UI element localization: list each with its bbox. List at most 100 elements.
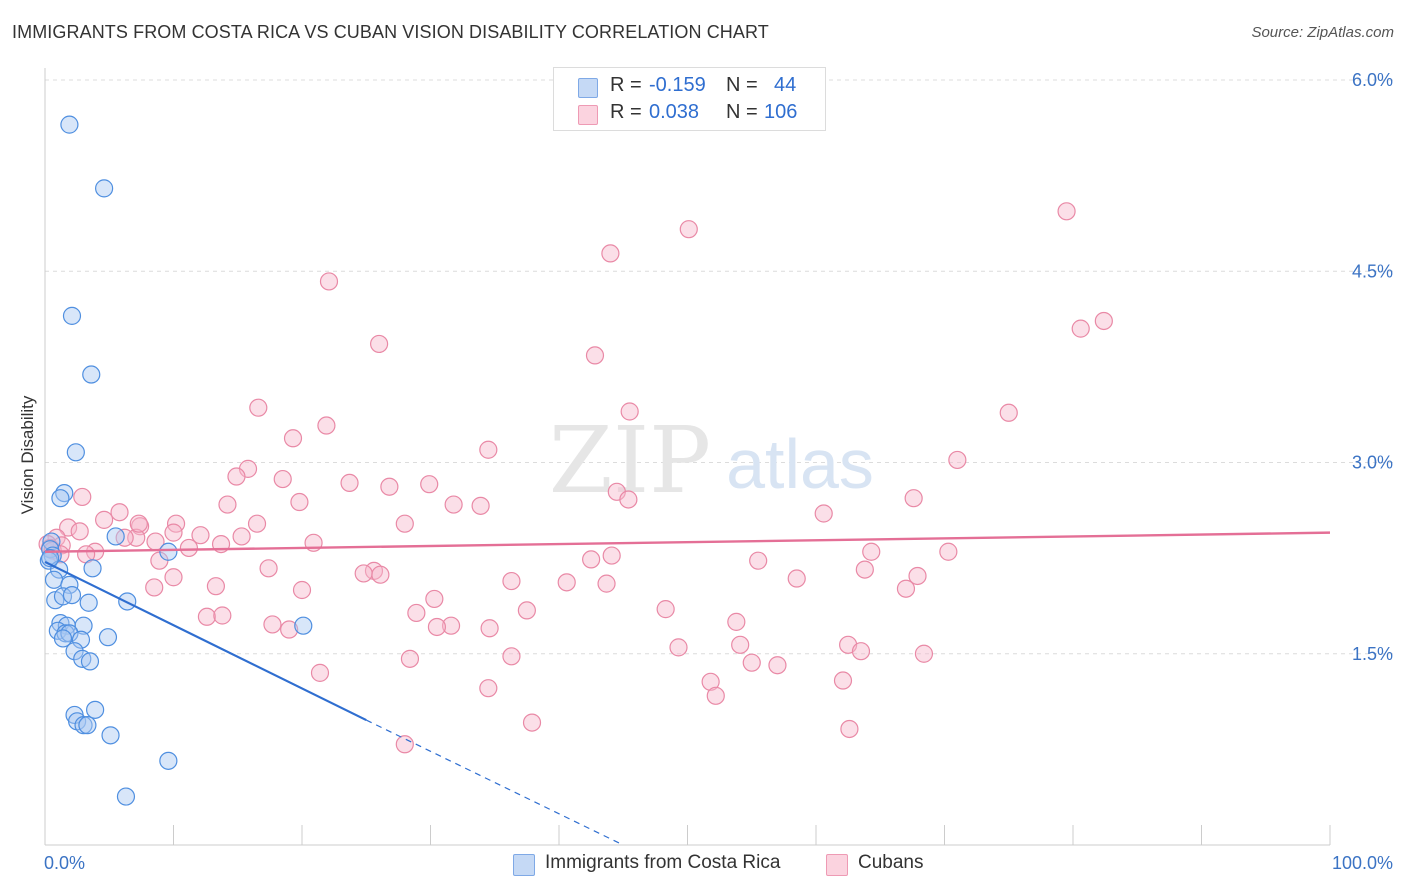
point-costa-rica — [159, 542, 178, 561]
legend-r-label: R = — [610, 74, 642, 96]
trend-line-costa-rica — [44, 560, 367, 722]
legend-swatch-blue — [578, 78, 598, 98]
point-cubans — [247, 514, 267, 533]
point-cubans — [585, 346, 605, 365]
point-cubans — [427, 617, 447, 637]
point-costa-rica — [80, 652, 100, 671]
point-cubans — [620, 402, 639, 421]
point-costa-rica — [78, 716, 97, 735]
point-cubans — [197, 607, 217, 626]
point-costa-rica — [66, 443, 85, 462]
point-cubans — [395, 514, 414, 533]
point-cubans — [319, 272, 339, 291]
watermark-zip: ZIP — [549, 407, 711, 514]
source-note: Source: ZipAtlas.com — [1251, 24, 1394, 41]
point-cubans — [317, 416, 336, 435]
point-cubans — [999, 403, 1018, 422]
legend-n-value: 106 — [764, 101, 798, 123]
point-cubans — [263, 615, 282, 634]
point-cubans — [227, 467, 246, 486]
point-cubans — [601, 244, 620, 263]
point-costa-rica — [98, 628, 118, 647]
point-cubans — [908, 566, 927, 586]
point-cubans — [191, 526, 210, 545]
point-cubans — [851, 642, 871, 661]
legend-n-label: N = — [726, 101, 758, 123]
point-costa-rica — [60, 115, 79, 134]
point-cubans — [914, 644, 934, 663]
point-cubans — [502, 571, 521, 591]
y-tick-label: 6.0% — [1352, 70, 1393, 90]
point-cubans — [249, 398, 268, 417]
point-cubans — [557, 573, 576, 592]
point-cubans — [768, 656, 787, 675]
point-costa-rica — [56, 624, 75, 643]
point-costa-rica — [65, 642, 84, 661]
point-cubans — [619, 490, 638, 509]
point-costa-rica — [86, 700, 105, 719]
point-costa-rica — [44, 570, 64, 589]
point-cubans — [896, 579, 916, 598]
point-cubans — [787, 569, 806, 588]
point-cubans — [420, 475, 439, 494]
point-costa-rica — [53, 629, 73, 648]
point-costa-rica — [116, 787, 136, 806]
point-costa-rica — [294, 616, 313, 635]
point-cubans — [259, 559, 278, 578]
legend-row-cubans: R = 0.038 N = 106 — [554, 101, 825, 127]
point-costa-rica — [95, 179, 114, 198]
point-cubans — [742, 653, 761, 672]
trend-line-cubans — [44, 531, 1331, 553]
point-cubans — [1057, 202, 1076, 221]
legend-r-value: -0.159 — [649, 74, 706, 96]
x-tick-label: 100.0% — [1332, 853, 1393, 873]
legend-label: Immigrants from Costa Rica — [545, 852, 781, 873]
x-tick-label: 0.0% — [44, 853, 85, 873]
point-costa-rica — [51, 489, 70, 508]
point-costa-rica — [62, 585, 82, 605]
point-costa-rica — [82, 365, 101, 384]
point-cubans — [727, 612, 746, 631]
point-costa-rica — [71, 630, 91, 649]
point-cubans — [862, 542, 881, 561]
point-cubans — [948, 450, 967, 470]
point-cubans — [480, 619, 499, 638]
point-costa-rica — [106, 527, 125, 546]
point-cubans — [706, 686, 725, 705]
legend-swatch-pink — [578, 105, 598, 125]
point-cubans — [701, 672, 720, 691]
point-cubans — [179, 538, 199, 558]
point-cubans — [283, 429, 303, 448]
watermark-atlas: atlas — [726, 425, 874, 503]
y-tick-label: 4.5% — [1352, 261, 1393, 281]
point-cubans — [502, 647, 521, 666]
trend-line-costa-rica-extension — [365, 719, 624, 846]
point-cubans — [582, 550, 601, 569]
grid-lines — [45, 79, 1395, 655]
point-cubans — [70, 522, 89, 541]
point-cubans — [471, 496, 490, 515]
point-cubans — [479, 679, 498, 698]
point-cubans — [164, 568, 183, 587]
point-cubans — [371, 565, 390, 584]
point-cubans — [855, 560, 874, 579]
point-cubans — [290, 492, 309, 512]
watermark: ZIP atlas — [549, 407, 874, 514]
stats-legend: R = -0.159 N = 44 R = 0.038 N = 106 — [553, 67, 826, 131]
point-cubans — [749, 551, 768, 570]
point-cubans — [273, 469, 292, 489]
point-cubans — [479, 440, 498, 459]
point-cubans — [380, 477, 399, 496]
point-cubans — [310, 663, 330, 682]
point-cubans — [444, 495, 463, 514]
point-cubans — [340, 473, 359, 492]
point-cubans — [814, 504, 833, 523]
point-cubans — [904, 489, 923, 508]
point-cubans — [517, 601, 536, 620]
point-cubans — [213, 606, 232, 625]
point-cubans — [602, 546, 621, 565]
chart-title: IMMIGRANTS FROM COSTA RICA VS CUBAN VISI… — [12, 22, 769, 42]
point-cubans — [95, 510, 114, 529]
point-cubans — [939, 542, 958, 561]
point-cubans — [232, 527, 251, 546]
